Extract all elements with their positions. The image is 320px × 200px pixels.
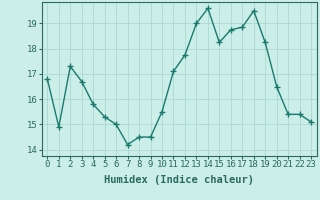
X-axis label: Humidex (Indice chaleur): Humidex (Indice chaleur) <box>104 175 254 185</box>
